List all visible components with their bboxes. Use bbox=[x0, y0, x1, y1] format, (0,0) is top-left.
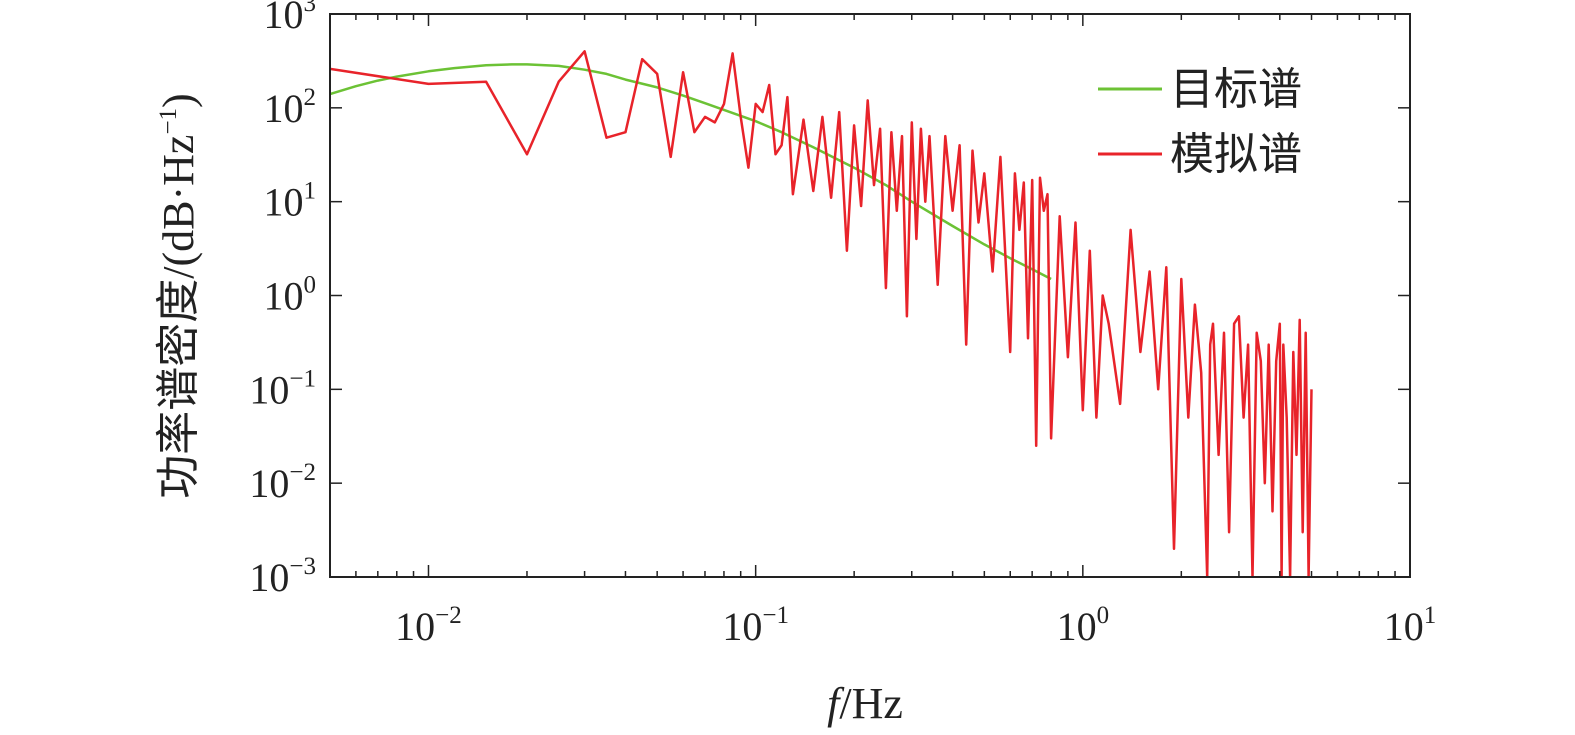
x-tick-label: 10−1 bbox=[722, 602, 789, 649]
x-tick-label: 101 bbox=[1384, 602, 1437, 649]
y-tick-label: 103 bbox=[264, 0, 317, 37]
y-tick-label: 100 bbox=[264, 272, 317, 319]
y-axis-label: 功率谱密度/(dB·Hz−1) bbox=[154, 93, 203, 498]
y-tick-label: 102 bbox=[264, 84, 317, 131]
tick-labels-layer: 10−2 10−1 100 101 103 102 101 100 10−1 10−2 10−3 bbox=[249, 0, 1436, 649]
series-simulated-line bbox=[330, 50, 1313, 577]
y-tick-label: 10−1 bbox=[249, 365, 316, 412]
series-target-line bbox=[330, 63, 1052, 281]
series-layer bbox=[330, 50, 1313, 577]
legend-label-target: 目标谱 bbox=[1170, 64, 1302, 115]
x-axis-label: f/Hz bbox=[827, 679, 903, 728]
x-tick-label: 100 bbox=[1057, 602, 1110, 649]
legend-label-simulated: 模拟谱 bbox=[1170, 129, 1302, 180]
y-tick-label: 10−3 bbox=[249, 553, 316, 600]
y-tick-label: 10−2 bbox=[249, 459, 316, 506]
ticks-layer bbox=[329, 13, 1411, 578]
x-tick-label: 10−2 bbox=[395, 602, 462, 649]
legend: 目标谱 模拟谱 bbox=[1098, 64, 1302, 180]
y-tick-label: 101 bbox=[264, 178, 317, 225]
